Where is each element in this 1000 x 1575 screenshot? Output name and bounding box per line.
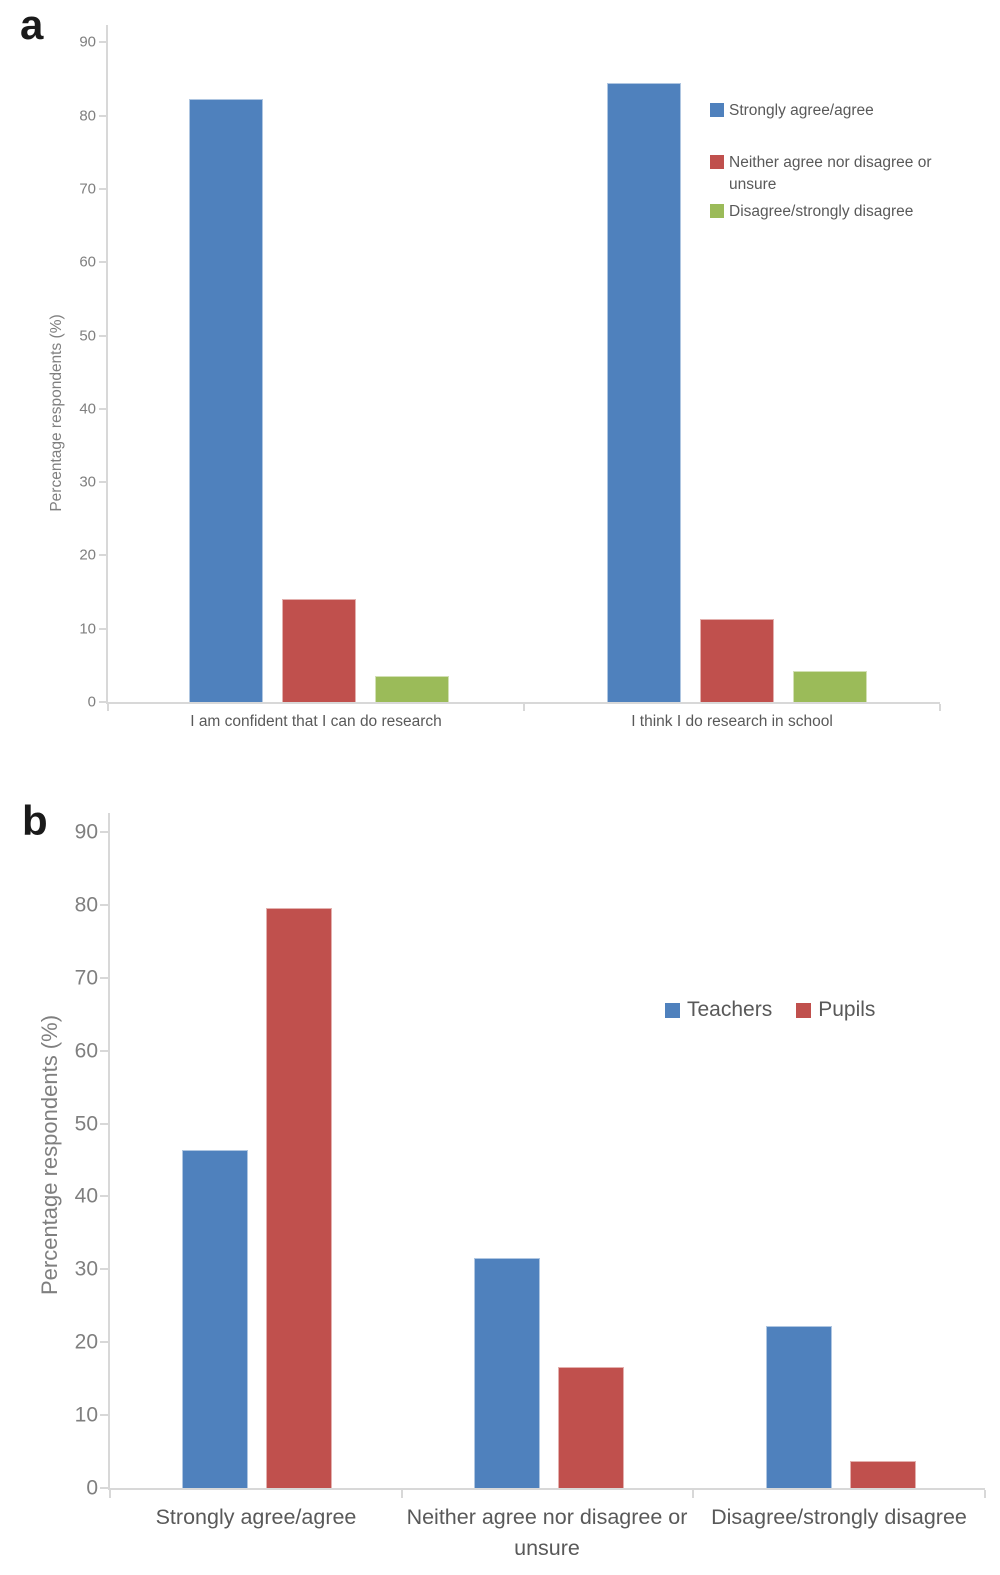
y-tick-mark [100, 1049, 108, 1052]
panel-b-letter: b [22, 797, 48, 844]
x-axis-tick [109, 1490, 111, 1498]
y-tick-label: 50 [74, 1112, 98, 1135]
y-tick-label: 10 [74, 1403, 98, 1427]
y-tick-mark [99, 701, 106, 703]
x-axis-line [106, 702, 940, 704]
category-label-i-think-i-do-research-in-school: I think I do research in school [631, 713, 833, 730]
y-tick-mark [100, 1487, 108, 1489]
bar-disagree-strongly-disagree-i-am-confident-that-i-can-do-research [375, 676, 449, 702]
y-tick-mark [99, 407, 106, 410]
y-tick-mark [99, 187, 106, 190]
y-tick-label: 20 [79, 546, 96, 564]
legend-item-strongly-agree-agree: Strongly agree/agree [710, 100, 957, 122]
legend-item-neither-agree-nor-disagree-or-unsure: Neither agree nor disagree or unsure [710, 152, 957, 197]
legend-label-pupils: Pupils [818, 998, 876, 1021]
y-tick-label: 60 [79, 253, 96, 271]
y-tick-label: 0 [86, 1476, 98, 1500]
legend-item-teachers: Teachers [665, 995, 772, 1025]
y-tick-mark [100, 1414, 108, 1417]
y-tick-label: 40 [79, 400, 96, 418]
legend-swatch-pupils [796, 1002, 812, 1018]
bar-neither-agree-nor-disagree-or-unsure-i-am-confident-that-i-can-do-research [282, 599, 356, 702]
category-label-strongly-agree-agree: Strongly agree/agree [155, 1505, 357, 1529]
bar-pupils-disagree-strongly-disagree [849, 1461, 916, 1488]
legend-label-disagree-strongly-disagree: Disagree/strongly disagree [729, 203, 914, 220]
panel-a: a Percentage respondents (%) 0 10 20 30 40 50… [0, 0, 1000, 780]
y-axis-line [108, 813, 110, 1488]
bar-neither-agree-nor-disagree-or-unsure-i-think-i-do-research-in-school [700, 619, 774, 702]
legend-swatch-disagree-strongly-disagree [710, 204, 724, 218]
x-axis-tick [984, 1490, 986, 1498]
y-tick-mark [100, 1268, 108, 1271]
y-tick-label: 80 [79, 107, 96, 125]
legend-label-neither-agree-nor-disagree-or-unsure: Neither agree nor disagree or unsure [729, 154, 932, 194]
y-tick-label: 90 [79, 33, 96, 51]
x-axis-tick [400, 1490, 403, 1498]
legend-label-strongly-agree-agree: Strongly agree/agree [729, 102, 874, 119]
y-tick-mark [100, 976, 108, 979]
y-tick-label: 20 [74, 1330, 98, 1354]
legend-label-teachers: Teachers [687, 998, 773, 1021]
y-tick-mark [100, 1341, 108, 1344]
y-tick-mark [99, 114, 106, 117]
bar-teachers-neither-agree-nor-disagree-or-unsure [474, 1258, 540, 1488]
legend-swatch-strongly-agree-agree [710, 103, 724, 117]
panel-b: b Percentage respondents (%) 0 10 20 30 40 50… [0, 780, 1000, 1575]
y-tick-label: 30 [79, 473, 96, 491]
y-tick-label: 70 [79, 180, 96, 198]
y-tick-mark [100, 903, 108, 906]
legend-swatch-neither-agree-nor-disagree-or-unsure [710, 155, 724, 169]
y-tick-label: 50 [79, 327, 96, 344]
y-tick-mark [100, 830, 108, 833]
y-tick-label: 30 [74, 1257, 98, 1281]
panel-b-legend: Teachers Pupils [665, 995, 875, 1025]
bar-pupils-neither-agree-nor-disagree-or-unsure [557, 1367, 624, 1488]
y-tick-mark [99, 481, 106, 484]
y-tick-mark [99, 41, 106, 44]
y-tick-label: 90 [74, 820, 98, 844]
bar-strongly-agree-agree-i-think-i-do-research-in-school [607, 83, 681, 702]
x-axis-tick [523, 704, 525, 711]
y-tick-label: 0 [87, 693, 96, 711]
bar-strongly-agree-agree-i-am-confident-that-i-can-do-research [189, 99, 263, 702]
category-label-disagree-strongly-disagree: Disagree/strongly disagree [711, 1505, 967, 1529]
y-tick-label: 60 [74, 1039, 98, 1063]
y-tick-mark [99, 627, 106, 630]
legend-swatch-teachers [665, 1002, 680, 1018]
panel-b-plot-area [110, 813, 985, 1488]
panel-a-plot-area [108, 25, 940, 702]
x-axis-line [108, 1488, 985, 1490]
y-tick-mark [99, 554, 106, 557]
y-tick-label: 10 [79, 620, 96, 638]
y-tick-mark [99, 261, 106, 264]
legend-item-disagree-strongly-disagree: Disagree/strongly disagree [710, 201, 957, 223]
y-tick-mark [100, 1122, 108, 1125]
y-tick-mark [100, 1195, 108, 1198]
x-axis-tick [107, 704, 109, 711]
legend-item-pupils: Pupils [796, 995, 875, 1025]
y-tick-mark [99, 334, 106, 337]
bar-pupils-strongly-agree-agree [265, 908, 332, 1488]
bar-teachers-strongly-agree-agree [182, 1150, 248, 1488]
bar-teachers-disagree-strongly-disagree [766, 1326, 832, 1488]
bar-disagree-strongly-disagree-i-think-i-do-research-in-school [793, 671, 867, 702]
x-axis-tick [939, 704, 941, 711]
category-label-neither-agree-nor-disagree-or-unsure: Neither agree nor disagree or unsure [406, 1505, 688, 1561]
y-axis-line [106, 25, 108, 702]
category-label-i-am-confident-that-i-can-do-research: I am confident that I can do research [190, 713, 442, 730]
y-tick-label: 80 [74, 893, 98, 917]
y-tick-label: 40 [74, 1184, 98, 1208]
x-axis-tick [692, 1490, 695, 1498]
y-tick-label: 70 [74, 966, 98, 990]
panel-a-letter: a [20, 1, 44, 48]
